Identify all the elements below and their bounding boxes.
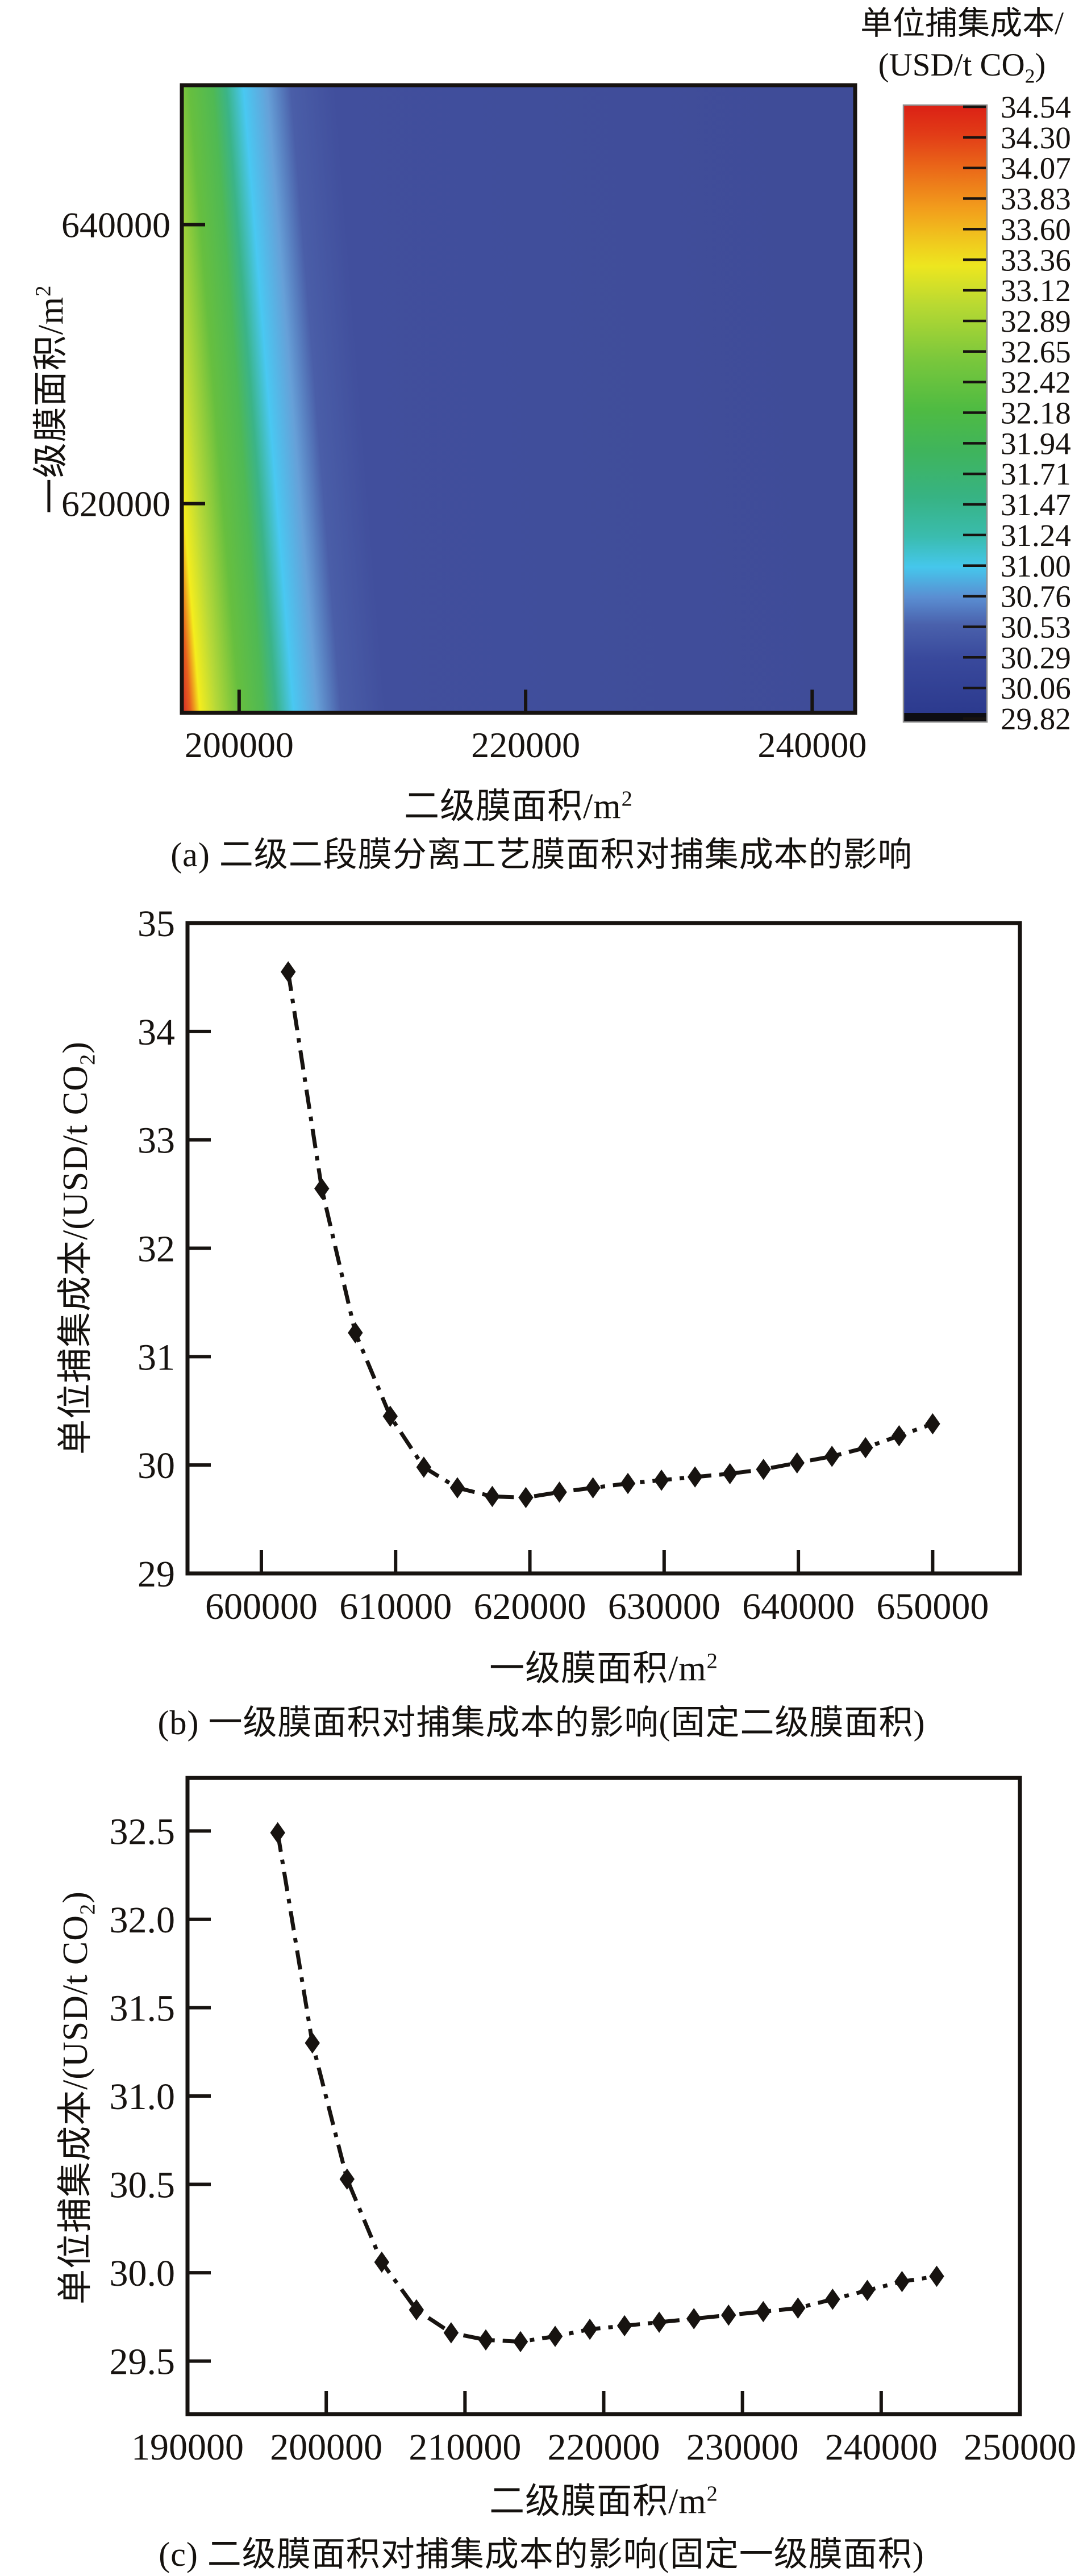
- svg-text:33: 33: [138, 1120, 175, 1162]
- svg-text:34.54: 34.54: [1001, 90, 1071, 124]
- svg-text:30.29: 30.29: [1001, 640, 1071, 675]
- svg-text:32.0: 32.0: [110, 1899, 176, 1941]
- heatmap-chart: 200000 220000 240000 620000 640000 34.5434.30…: [61, 83, 1071, 765]
- svg-text:220000: 220000: [471, 725, 580, 765]
- svg-text:630000: 630000: [608, 1586, 720, 1627]
- figure-a-x-axis-title: 二级膜面积/m2: [404, 787, 633, 826]
- svg-text:210000: 210000: [409, 2427, 521, 2468]
- svg-text:250000: 250000: [964, 2427, 1076, 2468]
- svg-text:640000: 640000: [742, 1586, 855, 1627]
- svg-text:640000: 640000: [61, 205, 170, 245]
- figure-b-caption: (b) 一级膜面积对捕集成本的影响(固定二级膜面积): [157, 1704, 926, 1742]
- svg-text:220000: 220000: [548, 2427, 660, 2468]
- svg-text:34.30: 34.30: [1001, 120, 1071, 155]
- line-chart-primary-area: 600000 610000 620000 630000 640000 650000 29 30…: [138, 903, 1022, 1627]
- svg-text:32.42: 32.42: [1001, 365, 1071, 400]
- svg-text:31.5: 31.5: [110, 1988, 176, 2029]
- colorbar-title-line1: 单位捕集成本/: [860, 6, 1064, 41]
- figure-b-x-axis-title: 一级膜面积/m2: [489, 1649, 718, 1688]
- svg-text:200000: 200000: [185, 725, 294, 765]
- svg-text:35: 35: [138, 903, 175, 945]
- colorbar-title-line2: (USD/t CO2): [878, 47, 1046, 87]
- svg-text:230000: 230000: [686, 2427, 799, 2468]
- svg-text:34.07: 34.07: [1001, 151, 1071, 186]
- svg-text:600000: 600000: [205, 1586, 318, 1627]
- svg-text:29.5: 29.5: [110, 2341, 176, 2383]
- svg-text:650000: 650000: [876, 1586, 989, 1627]
- svg-text:30.53: 30.53: [1001, 609, 1071, 644]
- svg-text:33.12: 33.12: [1001, 273, 1071, 308]
- svg-text:620000: 620000: [474, 1586, 586, 1627]
- svg-text:620000: 620000: [61, 484, 170, 524]
- svg-text:34: 34: [138, 1012, 175, 1053]
- figure-c-y-axis-title: 单位捕集成本/(USD/t CO2): [56, 1891, 100, 2304]
- svg-text:33.36: 33.36: [1001, 243, 1071, 277]
- svg-text:32.5: 32.5: [110, 1811, 176, 1852]
- svg-text:32.18: 32.18: [1001, 396, 1071, 431]
- svg-text:31: 31: [138, 1337, 175, 1378]
- colorbar-title: 单位捕集成本/ (USD/t CO2): [841, 3, 1083, 89]
- svg-text:29: 29: [138, 1554, 175, 1595]
- line-chart-secondary-area: 190000 200000 210000 220000 230000 240000 2500…: [110, 1776, 1076, 2468]
- svg-text:610000: 610000: [339, 1586, 452, 1627]
- svg-text:30: 30: [138, 1445, 175, 1487]
- svg-text:31.94: 31.94: [1001, 426, 1071, 461]
- svg-text:33.60: 33.60: [1001, 212, 1071, 247]
- svg-text:31.0: 31.0: [110, 2076, 176, 2118]
- svg-text:32.89: 32.89: [1001, 304, 1071, 339]
- svg-text:33.83: 33.83: [1001, 182, 1071, 216]
- svg-text:30.06: 30.06: [1001, 671, 1071, 705]
- svg-text:31.00: 31.00: [1001, 549, 1071, 583]
- figure-a-y-axis-title: 一级膜面积/m2: [31, 285, 70, 514]
- svg-text:31.47: 31.47: [1001, 487, 1071, 522]
- svg-text:200000: 200000: [270, 2427, 382, 2468]
- svg-text:29.82: 29.82: [1001, 702, 1071, 736]
- svg-text:30.76: 30.76: [1001, 579, 1071, 614]
- svg-text:30.5: 30.5: [110, 2165, 176, 2206]
- svg-text:31.71: 31.71: [1001, 457, 1071, 491]
- svg-text:240000: 240000: [825, 2427, 938, 2468]
- figure-c-x-axis-title: 二级膜面积/m2: [489, 2482, 718, 2521]
- svg-text:240000: 240000: [757, 725, 867, 765]
- svg-text:31.24: 31.24: [1001, 518, 1071, 553]
- figure-a-caption: (a) 二级二段膜分离工艺膜面积对捕集成本的影响: [170, 836, 913, 874]
- svg-text:32.65: 32.65: [1001, 335, 1071, 369]
- svg-text:30.0: 30.0: [110, 2253, 176, 2294]
- svg-text:190000: 190000: [131, 2427, 244, 2468]
- svg-text:32: 32: [138, 1229, 175, 1270]
- figure-b-y-axis-title: 单位捕集成本/(USD/t CO2): [56, 1041, 100, 1455]
- figure-c-caption: (c) 二级膜面积对捕集成本的影响(固定一级膜面积): [159, 2536, 924, 2573]
